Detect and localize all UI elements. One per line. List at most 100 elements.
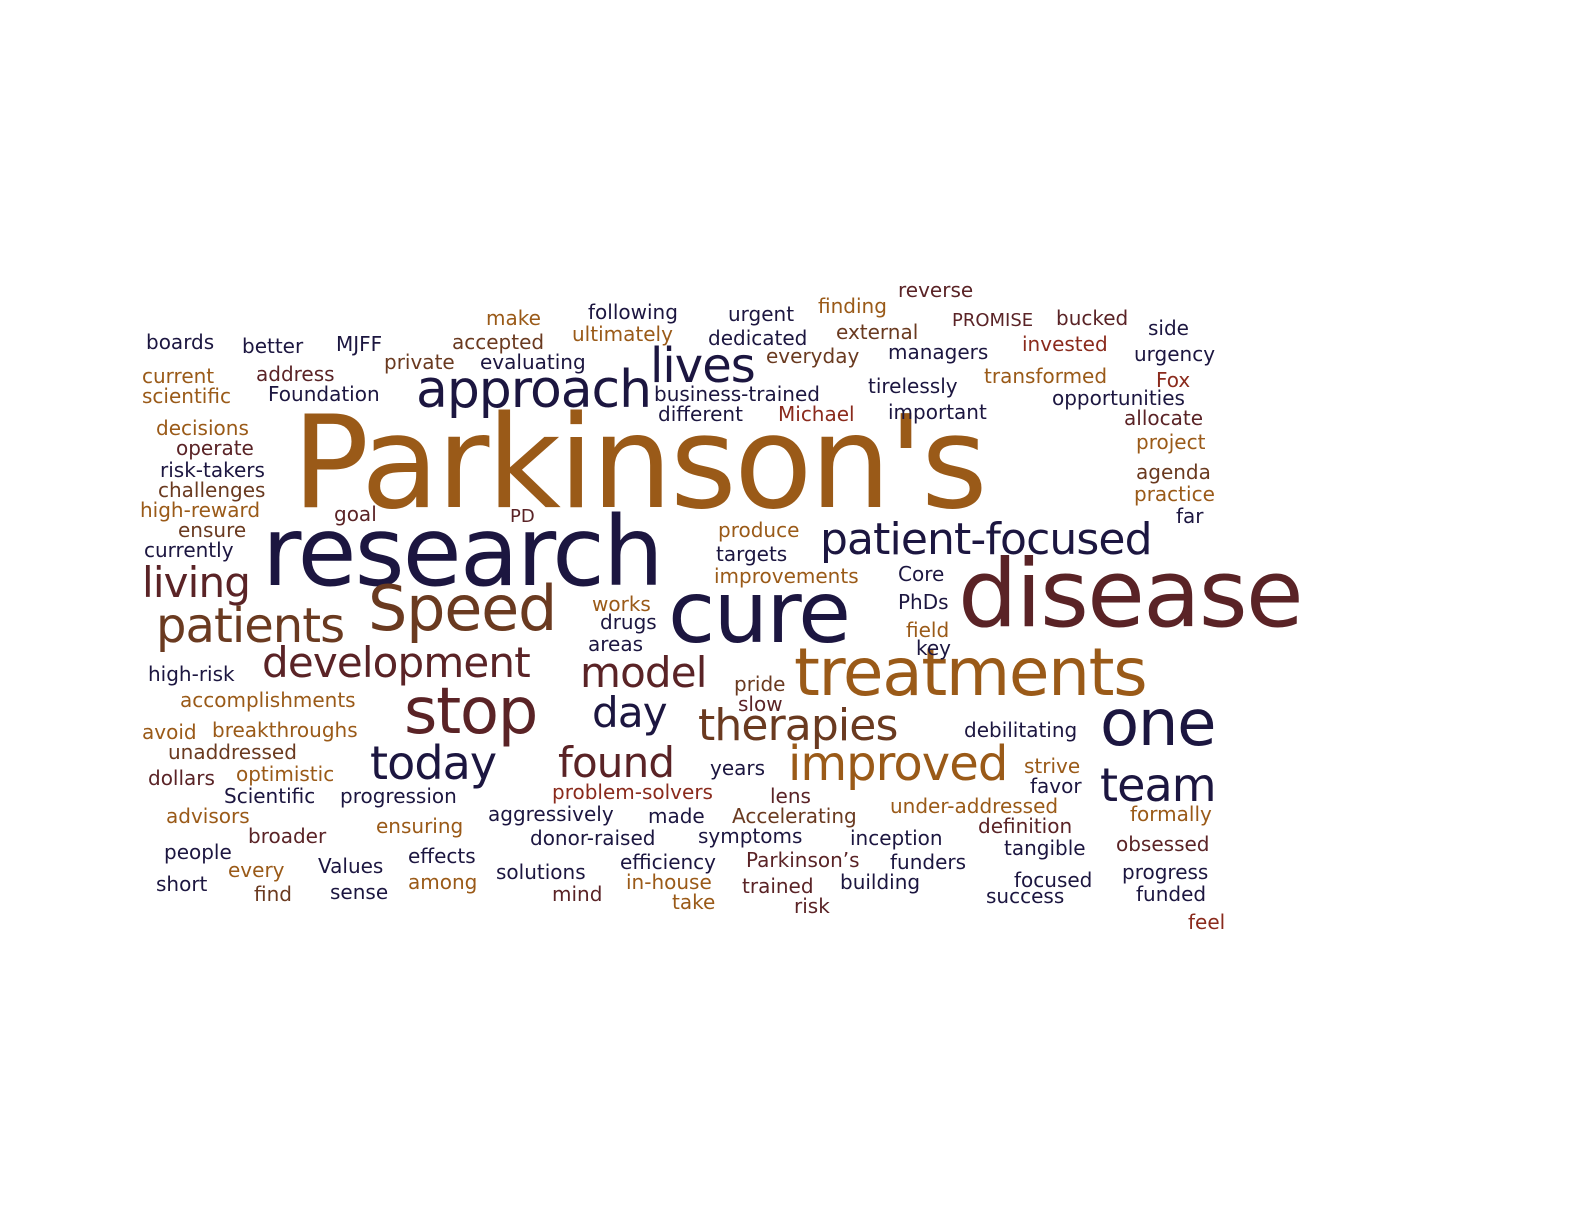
word-accomplishments: accomplishments	[180, 688, 356, 712]
word-ensuring: ensuring	[376, 814, 464, 838]
word-promise: PROMISE	[952, 310, 1034, 331]
word-disease: disease	[958, 540, 1304, 649]
word-scientific: Scientific	[224, 784, 316, 808]
word-breakthroughs: breakthroughs	[212, 718, 358, 742]
word-building: building	[840, 870, 921, 894]
word-speed: Speed	[368, 572, 557, 645]
word-field: field	[906, 618, 950, 642]
word-avoid: avoid	[142, 720, 197, 744]
word-development: development	[262, 638, 531, 687]
word-risk-takers: risk-takers	[160, 458, 265, 482]
word-progression: progression	[340, 784, 457, 808]
word-research: research	[262, 496, 664, 608]
word-private: private	[384, 350, 455, 374]
word-team: team	[1100, 758, 1217, 812]
word-values: Values	[318, 854, 384, 878]
word-high-risk: high-risk	[148, 662, 235, 686]
word-favor: favor	[1030, 774, 1082, 798]
word-obsessed: obsessed	[1116, 832, 1210, 856]
word-dollars: dollars	[148, 766, 215, 790]
word-boards: boards	[146, 330, 215, 354]
word-today: today	[370, 736, 497, 790]
word-make: make	[486, 306, 541, 330]
word-invested: invested	[1022, 332, 1108, 356]
word-short: short	[156, 872, 208, 896]
word-address: address	[256, 362, 335, 386]
word-foundation: Foundation	[268, 382, 380, 406]
word-years: years	[710, 756, 766, 780]
word-far: far	[1176, 504, 1204, 528]
word-evaluating: evaluating	[480, 350, 586, 374]
word-find: find	[254, 882, 292, 906]
word-debilitating: debilitating	[964, 718, 1078, 742]
word-goal: goal	[334, 502, 377, 526]
word-dedicated: dedicated	[708, 326, 808, 350]
word-current: current	[142, 364, 215, 388]
word-parkinson-s: Parkinson's	[292, 389, 988, 538]
word-slow: slow	[738, 692, 783, 716]
word-in-house: in-house	[626, 870, 712, 894]
word-parkinson-s: Parkinson’s	[746, 848, 860, 872]
word-strive: strive	[1024, 754, 1081, 778]
word-unaddressed: unaddressed	[168, 740, 297, 764]
word-fox: Fox	[1156, 368, 1191, 392]
word-patients: patients	[156, 598, 345, 654]
word-different: different	[658, 402, 743, 426]
word-high-reward: high-reward	[140, 498, 261, 522]
word-patient-focused: patient-focused	[820, 514, 1153, 565]
word-core: Core	[898, 562, 945, 586]
word-currently: currently	[144, 538, 234, 562]
word-key: key	[916, 636, 952, 660]
word-targets: targets	[716, 542, 788, 566]
word-everyday: everyday	[766, 344, 860, 368]
word-better: better	[242, 334, 304, 358]
word-decisions: decisions	[156, 416, 249, 440]
word-effects: effects	[408, 844, 476, 868]
word-lens: lens	[770, 784, 811, 808]
word-scientific: scientific	[142, 384, 231, 408]
word-practice: practice	[1134, 482, 1215, 506]
word-following: following	[588, 300, 678, 324]
word-areas: areas	[588, 632, 644, 656]
word-lives: lives	[650, 338, 756, 394]
word-ultimately: ultimately	[572, 322, 673, 346]
word-accelerating: Accelerating	[732, 804, 857, 828]
word-optimistic: optimistic	[236, 762, 335, 786]
word-one: one	[1100, 687, 1217, 761]
word-solutions: solutions	[496, 860, 586, 884]
word-bucked: bucked	[1056, 306, 1129, 330]
word-symptoms: symptoms	[698, 824, 803, 848]
word-pride: pride	[734, 672, 786, 696]
word-found: found	[558, 738, 675, 787]
word-produce: produce	[718, 518, 800, 542]
word-michael: Michael	[778, 402, 855, 426]
word-urgent: urgent	[728, 302, 795, 326]
word-under-addressed: under-addressed	[890, 794, 1059, 818]
word-reverse: reverse	[898, 278, 974, 302]
word-allocate: allocate	[1124, 406, 1204, 430]
word-success: success	[986, 884, 1065, 908]
word-broader: broader	[248, 824, 327, 848]
word-funders: funders	[890, 850, 967, 874]
word-advisors: advisors	[166, 804, 250, 828]
word-improved: improved	[788, 736, 1008, 792]
word-stop: stop	[404, 675, 538, 749]
word-sense: sense	[330, 880, 389, 904]
word-urgency: urgency	[1134, 342, 1216, 366]
word-tirelessly: tirelessly	[868, 374, 958, 398]
word-ensure: ensure	[178, 518, 247, 542]
word-aggressively: aggressively	[488, 802, 614, 826]
word-every: every	[228, 858, 285, 882]
word-formally: formally	[1130, 802, 1212, 826]
word-agenda: agenda	[1136, 460, 1211, 484]
word-trained: trained	[742, 874, 814, 898]
word-take: take	[672, 890, 716, 914]
word-efficiency: efficiency	[620, 850, 717, 874]
word-pd: PD	[510, 506, 535, 527]
word-problem-solvers: problem-solvers	[552, 780, 713, 804]
word-funded: funded	[1136, 882, 1207, 906]
word-definition: definition	[978, 814, 1073, 838]
word-mind: mind	[552, 882, 603, 906]
word-risk: risk	[794, 894, 830, 918]
